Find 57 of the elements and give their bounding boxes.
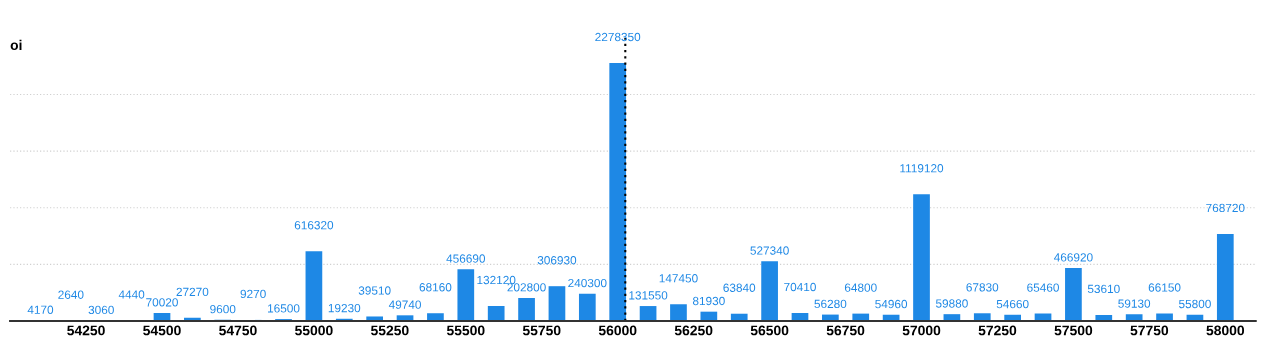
data-label: 70410 xyxy=(784,282,816,292)
data-label: 4170 xyxy=(27,305,54,314)
x-tick-label: 54500 xyxy=(143,325,181,336)
data-label: 2640 xyxy=(58,290,84,299)
x-tick-label: 57000 xyxy=(902,325,941,336)
x-tick-label: 55750 xyxy=(522,325,561,336)
data-label: 67830 xyxy=(966,283,999,292)
x-tick-label: 56000 xyxy=(598,325,637,336)
data-label: 70020 xyxy=(146,298,178,307)
x-tick-label: 55000 xyxy=(295,325,333,336)
data-label: 19230 xyxy=(328,303,361,313)
data-label: 59130 xyxy=(1118,299,1151,308)
data-label: 9600 xyxy=(210,305,236,314)
data-label: 56280 xyxy=(814,299,847,309)
data-label: 54660 xyxy=(996,299,1029,309)
data-label: 16500 xyxy=(268,304,300,313)
data-label: 27270 xyxy=(176,287,209,297)
x-tick-label: 54250 xyxy=(67,325,105,336)
data-label: 202800 xyxy=(507,283,546,292)
x-tick-label: 55250 xyxy=(370,325,409,336)
data-label: 456690 xyxy=(446,254,486,263)
data-label: 147450 xyxy=(659,274,698,283)
data-label: 240300 xyxy=(568,278,607,288)
data-label: 54960 xyxy=(875,299,908,309)
data-label: 616320 xyxy=(294,221,334,230)
data-label: 59880 xyxy=(935,299,968,308)
y-axis-title: oi xyxy=(10,39,22,51)
x-tick-label: 54750 xyxy=(219,325,257,336)
data-label: 132120 xyxy=(477,275,516,285)
x-tick-label: 56250 xyxy=(674,325,713,336)
data-label: 64800 xyxy=(844,283,877,292)
data-label: 4440 xyxy=(118,290,145,299)
data-label: 3060 xyxy=(88,305,114,315)
x-tick-label: 56750 xyxy=(826,325,865,336)
data-label: 768720 xyxy=(1206,203,1245,213)
data-label: 2278350 xyxy=(595,32,641,42)
data-label: 63840 xyxy=(723,283,756,292)
data-label: 68160 xyxy=(419,283,452,292)
data-label: 1119120 xyxy=(900,164,944,173)
data-label: 53610 xyxy=(1087,284,1120,294)
data-label: 306930 xyxy=(537,256,577,265)
data-label: 55800 xyxy=(1178,299,1211,309)
data-label: 65460 xyxy=(1027,283,1059,292)
x-tick-label: 58000 xyxy=(1206,325,1245,336)
x-tick-label: 55500 xyxy=(446,325,485,336)
x-tick-label: 57250 xyxy=(978,325,1017,336)
x-tick-label: 57500 xyxy=(1054,325,1093,336)
x-tick-label: 57750 xyxy=(1130,325,1169,336)
data-label: 527340 xyxy=(750,246,789,255)
data-label: 81930 xyxy=(692,296,725,306)
data-label: 49740 xyxy=(388,300,421,309)
data-label: 9270 xyxy=(240,289,266,299)
data-label: 39510 xyxy=(358,286,391,295)
data-label: 466920 xyxy=(1053,253,1093,262)
data-label: 66150 xyxy=(1148,283,1181,292)
data-label: 131550 xyxy=(629,291,668,300)
x-tick-label: 56500 xyxy=(750,325,789,336)
